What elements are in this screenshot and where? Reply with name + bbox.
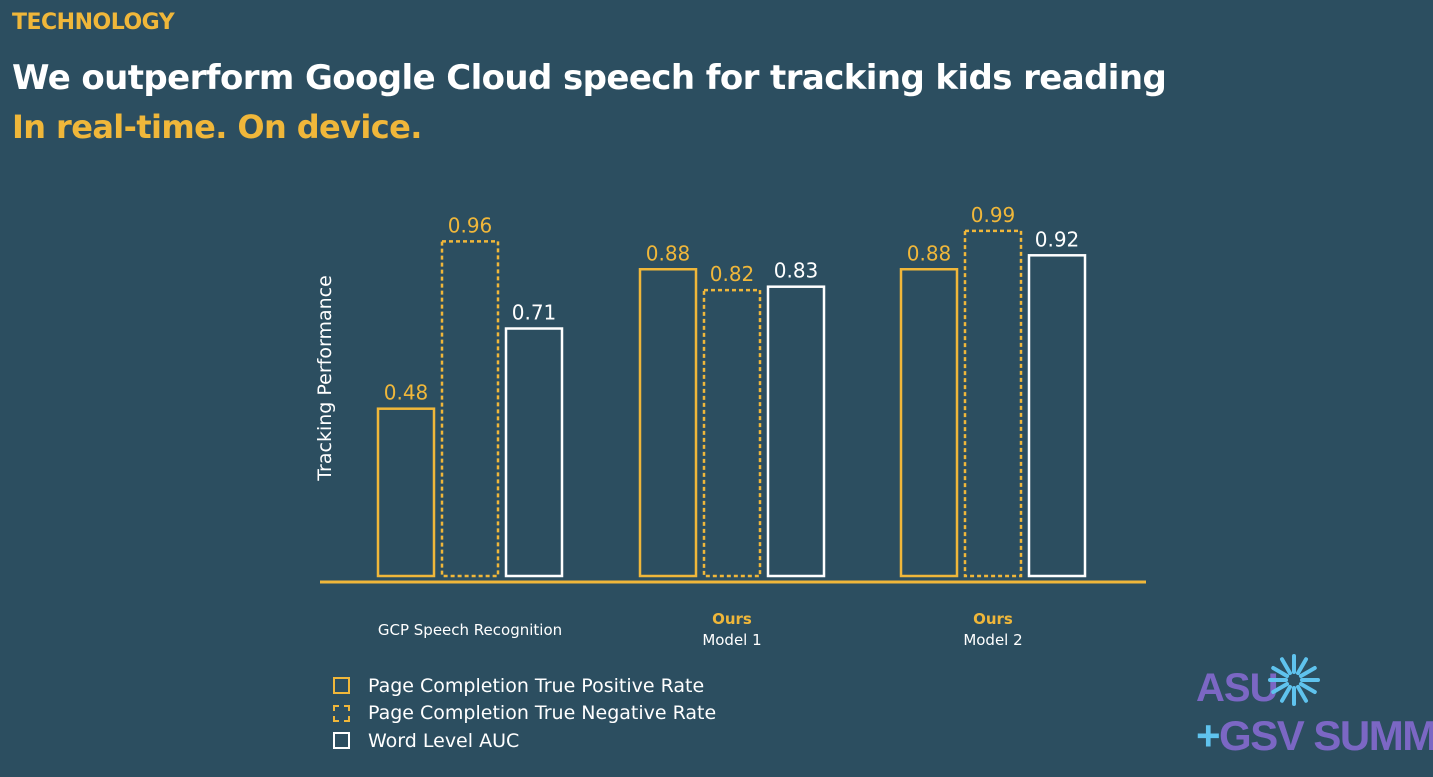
legend-swatch-solid-white: [333, 732, 350, 750]
logo-summit-text: +GSV SUMMIT: [1196, 712, 1433, 760]
category-tick-label: Model 1: [702, 631, 761, 649]
legend-item-tnr: Page Completion True Negative Rate: [333, 700, 716, 728]
logo-gsv-summit: GSV SUMMIT: [1219, 712, 1433, 759]
legend-label: Page Completion True Negative Rate: [368, 702, 717, 725]
sunburst-ray: [1271, 682, 1290, 694]
legend-label: Page Completion True Positive Rate: [368, 674, 705, 697]
bar: [504, 327, 564, 578]
category-highlight-label: Ours: [712, 610, 752, 628]
legend-swatch-dashed-yellow: [333, 704, 350, 722]
data-label: 0.83: [774, 259, 819, 283]
headline: We outperform Google Cloud speech for tr…: [12, 58, 1167, 98]
bar: [899, 268, 959, 578]
sunburst-ray: [1296, 684, 1308, 703]
bar: [702, 288, 762, 578]
data-label: 0.92: [1035, 227, 1080, 251]
category-tick-label: Model 2: [963, 631, 1022, 649]
bar: [963, 229, 1023, 578]
chart-legend: Page Completion True Positive Rate Page …: [333, 672, 716, 755]
legend-swatch-solid-yellow: [333, 677, 350, 695]
sunburst-ray: [1280, 684, 1292, 703]
section-tag: TECHNOLOGY: [12, 10, 175, 35]
category-tick-label: GCP Speech Recognition: [378, 621, 562, 639]
sunburst-ray: [1298, 666, 1317, 678]
data-label: 0.88: [907, 241, 952, 265]
sunburst-icon: [1268, 654, 1320, 706]
y-axis-label: Tracking Performance: [314, 275, 336, 482]
logo-plus: +: [1196, 712, 1221, 759]
category-highlight-label: Ours: [973, 610, 1013, 628]
data-label: 0.82: [710, 262, 755, 286]
bar: [638, 268, 698, 578]
asu-gsv-summit-logo: ASU +GSV SUMMIT: [1196, 652, 1433, 767]
logo-asu-text: ASU: [1196, 666, 1278, 710]
legend-item-tpr: Page Completion True Positive Rate: [333, 672, 716, 700]
bar: [376, 407, 436, 578]
data-label: 0.48: [384, 381, 429, 405]
bar: [766, 285, 826, 578]
sunburst-ray: [1298, 682, 1317, 694]
data-label: 0.88: [646, 241, 691, 265]
data-label: 0.96: [448, 213, 493, 237]
data-label: 0.99: [971, 203, 1016, 227]
sunburst-ray: [1271, 666, 1290, 678]
sunburst-ray: [1296, 657, 1308, 676]
legend-item-auc: Word Level AUC: [333, 727, 716, 755]
subheadline: In real-time. On device.: [12, 108, 422, 146]
bar: [1027, 254, 1087, 578]
sunburst-ray: [1280, 657, 1292, 676]
bar: [440, 240, 500, 578]
data-label: 0.71: [512, 301, 557, 325]
legend-label: Word Level AUC: [368, 729, 520, 752]
